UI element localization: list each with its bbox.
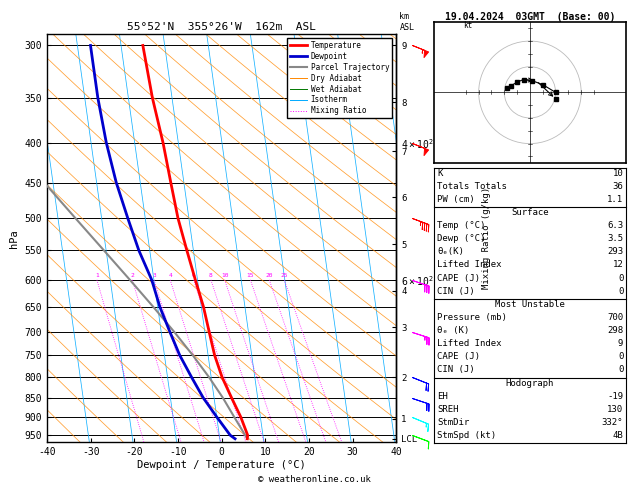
Text: 15: 15: [247, 273, 254, 278]
Text: 12: 12: [613, 260, 623, 270]
Text: 8: 8: [209, 273, 213, 278]
Text: 3.5: 3.5: [607, 234, 623, 243]
Text: -19: -19: [607, 392, 623, 401]
Text: 1.1: 1.1: [607, 195, 623, 204]
Text: km
ASL: km ASL: [399, 12, 415, 32]
Text: CAPE (J): CAPE (J): [437, 274, 480, 283]
Text: Hodograph: Hodograph: [506, 379, 554, 388]
Text: © weatheronline.co.uk: © weatheronline.co.uk: [258, 474, 371, 484]
Text: K: K: [437, 169, 443, 178]
Text: Temp (°C): Temp (°C): [437, 221, 486, 230]
Text: Pressure (mb): Pressure (mb): [437, 313, 507, 322]
Text: Lifted Index: Lifted Index: [437, 260, 502, 270]
Text: 6: 6: [192, 273, 196, 278]
Text: 19.04.2024  03GMT  (Base: 00): 19.04.2024 03GMT (Base: 00): [445, 12, 615, 22]
Text: Totals Totals: Totals Totals: [437, 182, 507, 191]
Text: Lifted Index: Lifted Index: [437, 339, 502, 348]
Text: 298: 298: [607, 326, 623, 335]
Text: 36: 36: [613, 182, 623, 191]
Text: 20: 20: [265, 273, 273, 278]
Text: 6.3: 6.3: [607, 221, 623, 230]
Text: 0: 0: [618, 274, 623, 283]
Text: Dewp (°C): Dewp (°C): [437, 234, 486, 243]
Text: Most Unstable: Most Unstable: [495, 300, 565, 309]
Text: EH: EH: [437, 392, 448, 401]
Text: 0: 0: [618, 365, 623, 375]
Y-axis label: hPa: hPa: [9, 229, 19, 247]
Text: 293: 293: [607, 247, 623, 257]
Text: Surface: Surface: [511, 208, 548, 217]
Text: StmSpd (kt): StmSpd (kt): [437, 431, 496, 440]
Text: CIN (J): CIN (J): [437, 365, 475, 375]
Text: 25: 25: [281, 273, 288, 278]
X-axis label: Dewpoint / Temperature (°C): Dewpoint / Temperature (°C): [137, 460, 306, 470]
Text: 4: 4: [169, 273, 172, 278]
Text: 4B: 4B: [613, 431, 623, 440]
Text: 3: 3: [152, 273, 156, 278]
Y-axis label: Mixing Ratio (g/kg): Mixing Ratio (g/kg): [482, 187, 491, 289]
Text: 332°: 332°: [602, 418, 623, 427]
Text: 130: 130: [607, 405, 623, 414]
Text: 1: 1: [95, 273, 99, 278]
Text: θₑ (K): θₑ (K): [437, 326, 469, 335]
Text: θₑ(K): θₑ(K): [437, 247, 464, 257]
Text: CAPE (J): CAPE (J): [437, 352, 480, 362]
Text: 2: 2: [130, 273, 134, 278]
Text: 10: 10: [221, 273, 228, 278]
Text: 9: 9: [618, 339, 623, 348]
Text: StmDir: StmDir: [437, 418, 469, 427]
Text: 700: 700: [607, 313, 623, 322]
Text: kt: kt: [464, 21, 472, 30]
Text: 0: 0: [618, 287, 623, 296]
Text: CIN (J): CIN (J): [437, 287, 475, 296]
Text: 10: 10: [613, 169, 623, 178]
Text: PW (cm): PW (cm): [437, 195, 475, 204]
Text: SREH: SREH: [437, 405, 459, 414]
Legend: Temperature, Dewpoint, Parcel Trajectory, Dry Adiabat, Wet Adiabat, Isotherm, Mi: Temperature, Dewpoint, Parcel Trajectory…: [287, 38, 392, 119]
Title: 55°52'N  355°26'W  162m  ASL: 55°52'N 355°26'W 162m ASL: [127, 22, 316, 32]
Text: 0: 0: [618, 352, 623, 362]
